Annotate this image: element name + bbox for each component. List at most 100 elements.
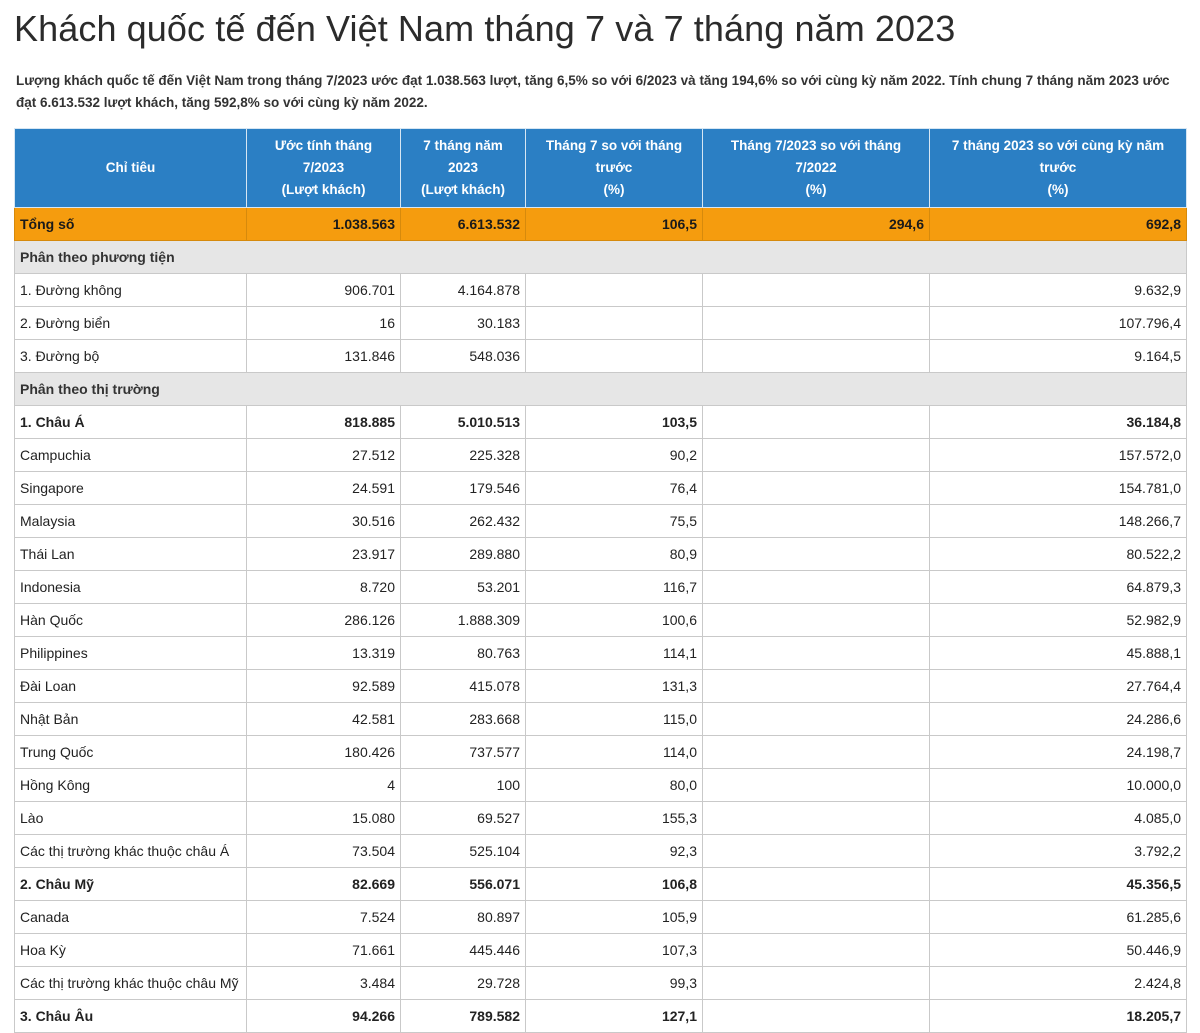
cell-yoy-july — [702, 504, 930, 538]
cell-seven-months: 737.577 — [400, 735, 526, 769]
cell-estimate: 818.885 — [246, 405, 401, 439]
cell-mom: 114,1 — [525, 636, 703, 670]
group-row: 2. Châu Mỹ 82.669 556.071 106,8 45.356,5 — [14, 867, 1187, 901]
cell-seven-months-yoy: 64.879,3 — [929, 570, 1187, 604]
cell-yoy-july — [702, 867, 930, 901]
cell-seven-months: 80.763 — [400, 636, 526, 670]
cell-seven-months: 4.164.878 — [400, 273, 526, 307]
table-row: Trung Quốc 180.426 737.577 114,0 24.198,7 — [14, 735, 1187, 769]
cell-yoy-july — [702, 603, 930, 637]
total-row: Tổng số 1.038.563 6.613.532 106,5 294,6 … — [14, 207, 1187, 241]
cell-estimate: 16 — [246, 306, 401, 340]
row-label: Malaysia — [14, 504, 247, 538]
cell-seven-months: 415.078 — [400, 669, 526, 703]
table-row: Các thị trường khác thuộc châu Á 73.504 52… — [14, 834, 1187, 868]
row-label: Các thị trường khác thuộc châu Á — [14, 834, 247, 868]
cell-seven-months-yoy: 3.792,2 — [929, 834, 1187, 868]
cell-estimate: 7.524 — [246, 900, 401, 934]
cell-seven-months-yoy: 61.285,6 — [929, 900, 1187, 934]
cell-seven-months: 548.036 — [400, 339, 526, 373]
cell-seven-months: 80.897 — [400, 900, 526, 934]
cell-yoy-july — [702, 900, 930, 934]
cell-seven-months: 225.328 — [400, 438, 526, 472]
cell-estimate: 94.266 — [246, 999, 401, 1033]
cell-seven-months-yoy: 80.522,2 — [929, 537, 1187, 571]
table-row: Philippines 13.319 80.763 114,1 45.888,1 — [14, 636, 1187, 670]
row-label: 2. Đường biển — [14, 306, 247, 340]
cell-mom: 80,9 — [525, 537, 703, 571]
cell-yoy-july — [702, 768, 930, 802]
row-label: Nhật Bản — [14, 702, 247, 736]
cell-seven-months-yoy: 148.266,7 — [929, 504, 1187, 538]
header-seven-months-yoy: 7 tháng 2023 so với cùng kỳ năm trước (%) — [929, 128, 1187, 208]
cell-yoy-july — [702, 273, 930, 307]
cell-seven-months-yoy: 10.000,0 — [929, 768, 1187, 802]
table-row: Hồng Kông 4 100 80,0 10.000,0 — [14, 768, 1187, 802]
cell-seven-months: 262.432 — [400, 504, 526, 538]
cell-mom: 99,3 — [525, 966, 703, 1000]
cell-mom: 115,0 — [525, 702, 703, 736]
cell-seven-months: 100 — [400, 768, 526, 802]
row-label: Trung Quốc — [14, 735, 247, 769]
cell-yoy-july — [702, 471, 930, 505]
cell-estimate: 180.426 — [246, 735, 401, 769]
cell-mom: 100,6 — [525, 603, 703, 637]
cell-seven-months-yoy: 692,8 — [929, 207, 1187, 241]
cell-estimate: 92.589 — [246, 669, 401, 703]
section-row-market: Phân theo thị trường — [14, 372, 1187, 406]
cell-seven-months-yoy: 45.356,5 — [929, 867, 1187, 901]
cell-seven-months-yoy: 24.286,6 — [929, 702, 1187, 736]
cell-estimate: 131.846 — [246, 339, 401, 373]
cell-estimate: 27.512 — [246, 438, 401, 472]
table-row: Hoa Kỳ 71.661 445.446 107,3 50.446,9 — [14, 933, 1187, 967]
cell-seven-months-yoy: 45.888,1 — [929, 636, 1187, 670]
cell-mom: 106,8 — [525, 867, 703, 901]
cell-seven-months: 69.527 — [400, 801, 526, 835]
cell-estimate: 1.038.563 — [246, 207, 401, 241]
cell-yoy-july — [702, 735, 930, 769]
cell-mom: 75,5 — [525, 504, 703, 538]
cell-seven-months: 6.613.532 — [400, 207, 526, 241]
cell-estimate: 82.669 — [246, 867, 401, 901]
cell-mom: 127,1 — [525, 999, 703, 1033]
cell-yoy-july: 294,6 — [702, 207, 930, 241]
cell-yoy-july — [702, 999, 930, 1033]
cell-yoy-july — [702, 669, 930, 703]
statistics-table: Chỉ tiêu Ước tính tháng 7/2023 (Lượt khách… — [14, 128, 1187, 1033]
cell-mom: 131,3 — [525, 669, 703, 703]
cell-yoy-july — [702, 570, 930, 604]
cell-mom: 92,3 — [525, 834, 703, 868]
cell-estimate: 71.661 — [246, 933, 401, 967]
cell-yoy-july — [702, 933, 930, 967]
row-label: 2. Châu Mỹ — [14, 867, 247, 901]
row-label: 1. Châu Á — [14, 405, 247, 439]
cell-mom: 106,5 — [525, 207, 703, 241]
cell-yoy-july — [702, 702, 930, 736]
cell-estimate: 23.917 — [246, 537, 401, 571]
cell-estimate: 3.484 — [246, 966, 401, 1000]
cell-mom: 114,0 — [525, 735, 703, 769]
table-row: 3. Đường bộ 131.846 548.036 9.164,5 — [14, 339, 1187, 373]
cell-seven-months: 525.104 — [400, 834, 526, 868]
cell-yoy-july — [702, 966, 930, 1000]
cell-seven-months: 1.888.309 — [400, 603, 526, 637]
table-body: Tổng số 1.038.563 6.613.532 106,5 294,6 … — [14, 207, 1187, 1033]
table-row: 2. Đường biển 16 30.183 107.796,4 — [14, 306, 1187, 340]
header-year-over-year-july: Tháng 7/2023 so với tháng 7/2022 (%) — [702, 128, 930, 208]
cell-mom: 80,0 — [525, 768, 703, 802]
table-row: Malaysia 30.516 262.432 75,5 148.266,7 — [14, 504, 1187, 538]
cell-estimate: 24.591 — [246, 471, 401, 505]
cell-seven-months-yoy: 18.205,7 — [929, 999, 1187, 1033]
cell-yoy-july — [702, 306, 930, 340]
cell-seven-months-yoy: 36.184,8 — [929, 405, 1187, 439]
table-row: Singapore 24.591 179.546 76,4 154.781,0 — [14, 471, 1187, 505]
header-indicator: Chỉ tiêu — [14, 128, 247, 208]
table-row: Campuchia 27.512 225.328 90,2 157.572,0 — [14, 438, 1187, 472]
row-label: Thái Lan — [14, 537, 247, 571]
row-label: 3. Đường bộ — [14, 339, 247, 373]
cell-seven-months-yoy: 24.198,7 — [929, 735, 1187, 769]
row-label: Indonesia — [14, 570, 247, 604]
cell-mom: 76,4 — [525, 471, 703, 505]
row-label: Lào — [14, 801, 247, 835]
row-label: Hồng Kông — [14, 768, 247, 802]
